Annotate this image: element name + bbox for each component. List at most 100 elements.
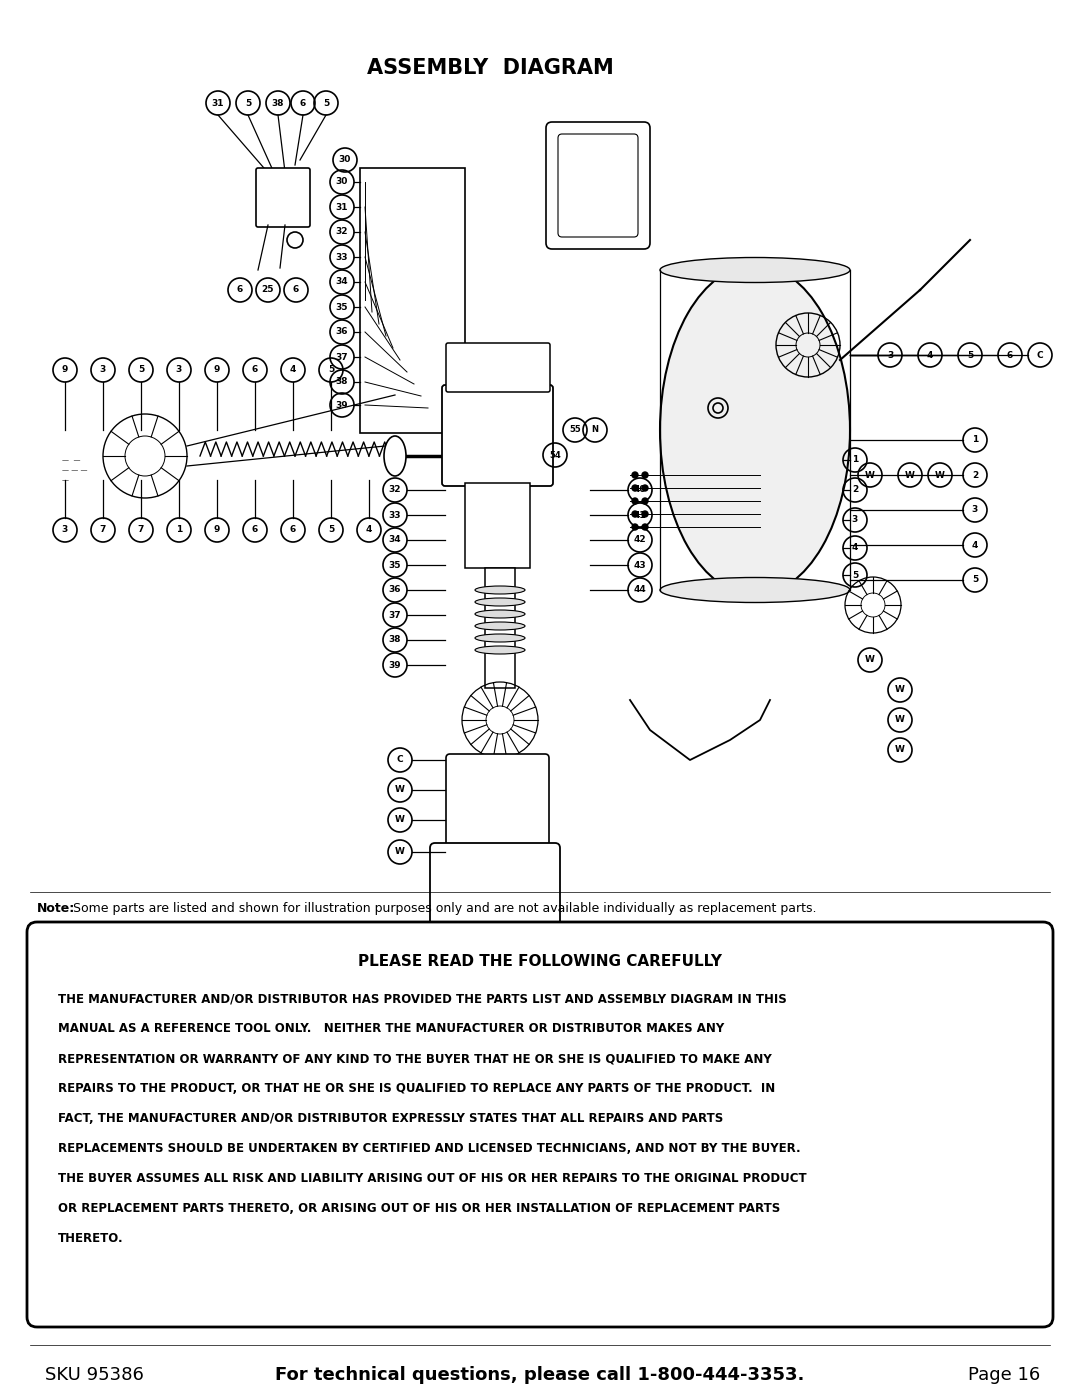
Text: 38: 38 — [389, 636, 402, 644]
Text: W: W — [395, 816, 405, 824]
Circle shape — [642, 511, 648, 517]
Text: 4: 4 — [927, 351, 933, 359]
Text: 6: 6 — [237, 285, 243, 295]
Text: W: W — [395, 785, 405, 795]
Text: FACT, THE MANUFACTURER AND/OR DISTRIBUTOR EXPRESSLY STATES THAT ALL REPAIRS AND : FACT, THE MANUFACTURER AND/OR DISTRIBUTO… — [58, 1112, 724, 1125]
Text: REPLACEMENTS SHOULD BE UNDERTAKEN BY CERTIFIED AND LICENSED TECHNICIANS, AND NOT: REPLACEMENTS SHOULD BE UNDERTAKEN BY CER… — [58, 1141, 800, 1155]
Text: MANUAL AS A REFERENCE TOOL ONLY.   NEITHER THE MANUFACTURER OR DISTRIBUTOR MAKES: MANUAL AS A REFERENCE TOOL ONLY. NEITHER… — [58, 1023, 725, 1035]
Bar — [360, 168, 465, 433]
Text: 32: 32 — [336, 228, 348, 236]
Text: OR REPLACEMENT PARTS THERETO, OR ARISING OUT OF HIS OR HER INSTALLATION OF REPLA: OR REPLACEMENT PARTS THERETO, OR ARISING… — [58, 1201, 780, 1215]
Circle shape — [632, 511, 638, 517]
Bar — [485, 569, 515, 687]
Text: 41: 41 — [634, 510, 646, 520]
Text: 5: 5 — [328, 366, 334, 374]
Circle shape — [642, 497, 648, 504]
Text: ASSEMBLY  DIAGRAM: ASSEMBLY DIAGRAM — [366, 59, 613, 78]
Text: 3: 3 — [99, 366, 106, 374]
Text: 2: 2 — [972, 471, 978, 479]
Circle shape — [632, 485, 638, 490]
Text: THE MANUFACTURER AND/OR DISTRIBUTOR HAS PROVIDED THE PARTS LIST AND ASSEMBLY DIA: THE MANUFACTURER AND/OR DISTRIBUTOR HAS … — [58, 992, 786, 1004]
Text: 3: 3 — [62, 525, 68, 535]
Text: 5: 5 — [852, 570, 859, 580]
Text: 30: 30 — [339, 155, 351, 165]
FancyBboxPatch shape — [558, 134, 638, 237]
Text: 33: 33 — [389, 510, 402, 520]
Text: 9: 9 — [62, 366, 68, 374]
Text: 1: 1 — [972, 436, 978, 444]
Text: W: W — [905, 471, 915, 479]
Text: 2: 2 — [852, 486, 859, 495]
Text: Some parts are listed and shown for illustration purposes only and are not avail: Some parts are listed and shown for illu… — [65, 902, 816, 915]
FancyBboxPatch shape — [430, 842, 561, 949]
Text: 6: 6 — [252, 525, 258, 535]
Text: 3: 3 — [887, 351, 893, 359]
Text: 40: 40 — [634, 486, 646, 495]
Text: 1: 1 — [176, 525, 183, 535]
Text: 6: 6 — [289, 525, 296, 535]
FancyBboxPatch shape — [442, 386, 553, 486]
Text: 4: 4 — [852, 543, 859, 552]
Text: 35: 35 — [389, 560, 402, 570]
Circle shape — [642, 524, 648, 529]
Text: 5: 5 — [972, 576, 978, 584]
Text: 38: 38 — [272, 99, 284, 108]
Text: 43: 43 — [634, 560, 646, 570]
Ellipse shape — [475, 622, 525, 630]
Text: W: W — [395, 848, 405, 856]
Text: W: W — [865, 471, 875, 479]
Text: 5: 5 — [967, 351, 973, 359]
Text: For technical questions, please call 1-800-444-3353.: For technical questions, please call 1-8… — [275, 1366, 805, 1384]
Text: PLEASE READ THE FOLLOWING CAREFULLY: PLEASE READ THE FOLLOWING CAREFULLY — [357, 954, 723, 970]
Text: W: W — [935, 471, 945, 479]
Text: 44: 44 — [634, 585, 646, 595]
Ellipse shape — [475, 585, 525, 594]
Circle shape — [642, 485, 648, 490]
Text: 55: 55 — [569, 426, 581, 434]
Text: THE BUYER ASSUMES ALL RISK AND LIABILITY ARISING OUT OF HIS OR HER REPAIRS TO TH: THE BUYER ASSUMES ALL RISK AND LIABILITY… — [58, 1172, 807, 1185]
Text: 31: 31 — [336, 203, 348, 211]
Circle shape — [632, 497, 638, 504]
Text: 32: 32 — [389, 486, 402, 495]
Ellipse shape — [475, 598, 525, 606]
Text: C: C — [396, 756, 403, 764]
FancyBboxPatch shape — [256, 168, 310, 226]
Ellipse shape — [475, 634, 525, 643]
Text: 37: 37 — [389, 610, 402, 619]
Text: 37: 37 — [336, 352, 349, 362]
Text: 6: 6 — [293, 285, 299, 295]
Text: 38: 38 — [336, 377, 348, 387]
Text: —: — — [62, 476, 69, 483]
Text: 3: 3 — [972, 506, 978, 514]
Text: 25: 25 — [261, 285, 274, 295]
Text: 36: 36 — [389, 585, 402, 595]
Bar — [465, 483, 530, 569]
Text: W: W — [895, 746, 905, 754]
Text: 36: 36 — [336, 327, 348, 337]
FancyBboxPatch shape — [446, 754, 549, 852]
Text: SKU 95386: SKU 95386 — [45, 1366, 144, 1384]
Text: 6: 6 — [252, 366, 258, 374]
Text: REPAIRS TO THE PRODUCT, OR THAT HE OR SHE IS QUALIFIED TO REPLACE ANY PARTS OF T: REPAIRS TO THE PRODUCT, OR THAT HE OR SH… — [58, 1083, 775, 1095]
FancyBboxPatch shape — [27, 922, 1053, 1327]
Text: 5: 5 — [138, 366, 144, 374]
Text: 35: 35 — [336, 303, 348, 312]
Text: W: W — [895, 715, 905, 725]
Text: 34: 34 — [336, 278, 349, 286]
Text: 7: 7 — [138, 525, 145, 535]
Text: REPRESENTATION OR WARRANTY OF ANY KIND TO THE BUYER THAT HE OR SHE IS QUALIFIED : REPRESENTATION OR WARRANTY OF ANY KIND T… — [58, 1052, 772, 1065]
Text: 42: 42 — [634, 535, 646, 545]
Text: 3: 3 — [176, 366, 183, 374]
Circle shape — [642, 472, 648, 478]
Text: W: W — [865, 655, 875, 665]
FancyBboxPatch shape — [546, 122, 650, 249]
Text: C: C — [1037, 351, 1043, 359]
Text: 5: 5 — [323, 99, 329, 108]
Text: 9: 9 — [214, 366, 220, 374]
Text: 39: 39 — [336, 401, 349, 409]
Ellipse shape — [475, 645, 525, 654]
Text: 30: 30 — [336, 177, 348, 187]
Circle shape — [632, 472, 638, 478]
Text: 9: 9 — [214, 525, 220, 535]
Text: 33: 33 — [336, 253, 348, 261]
